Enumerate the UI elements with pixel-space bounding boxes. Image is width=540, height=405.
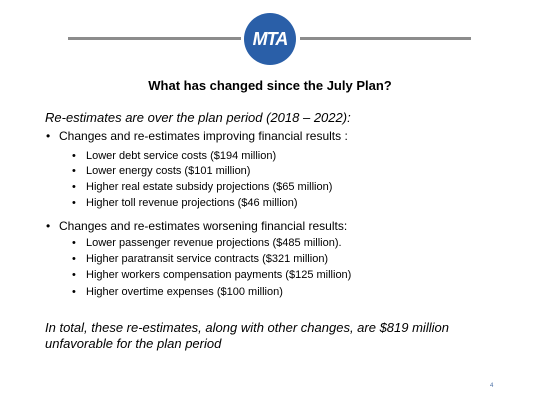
bullet: •	[72, 237, 76, 249]
list-item-text: Lower energy costs ($101 million)	[86, 165, 251, 177]
list-item-text: Higher overtime expenses ($100 million)	[86, 286, 283, 298]
list-item-text: Lower debt service costs ($194 million)	[86, 150, 277, 162]
list-item-text: Lower passenger revenue projections ($48…	[86, 237, 342, 249]
bullet: •	[46, 129, 51, 143]
mta-logo: MTA	[244, 13, 296, 65]
section-label: Changes and re-estimates worsening finan…	[59, 219, 348, 233]
page-number: 4	[490, 383, 494, 389]
subhead: Re-estimates are over the plan period (2…	[45, 110, 351, 125]
conclusion-text: In total, these re-estimates, along with…	[45, 320, 449, 351]
bullet: •	[72, 165, 76, 177]
list-item: • Higher workers compensation payments ($…	[72, 269, 351, 281]
bullet: •	[72, 269, 76, 281]
bullet: •	[72, 197, 76, 209]
bullet: •	[72, 181, 76, 193]
logo-text: MTA	[252, 28, 289, 49]
list-item-text: Higher paratransit service contracts ($3…	[86, 253, 329, 265]
bullet: •	[72, 150, 76, 162]
list-item-text: Higher real estate subsidy projections (…	[86, 181, 333, 193]
list-item: • Higher overtime expenses ($100 million)	[72, 286, 283, 298]
list-item-text: Higher toll revenue projections ($46 mil…	[86, 197, 298, 209]
section-2-label: • Changes and re-estimates worsening fina…	[46, 219, 347, 233]
list-item: • Higher paratransit service contracts ($…	[72, 253, 328, 265]
list-item: • Lower debt service costs ($194 million)	[72, 150, 276, 162]
bullet: •	[72, 286, 76, 298]
section-1-label: • Changes and re-estimates improving fina…	[46, 129, 348, 143]
list-item: • Higher toll revenue projections ($46 mi…	[72, 197, 298, 209]
section-label: Changes and re-estimates improving finan…	[59, 129, 348, 143]
list-item: • Higher real estate subsidy projections …	[72, 181, 332, 193]
bullet: •	[72, 253, 76, 265]
list-item: • Lower energy costs ($101 million)	[72, 165, 250, 177]
slide-title: What has changed since the July Plan?	[148, 78, 392, 93]
list-item: • Lower passenger revenue projections ($4…	[72, 237, 342, 249]
header-rule-left	[68, 37, 241, 40]
header-rule-right	[300, 37, 471, 40]
bullet: •	[46, 219, 51, 233]
list-item-text: Higher workers compensation payments ($1…	[86, 269, 352, 281]
